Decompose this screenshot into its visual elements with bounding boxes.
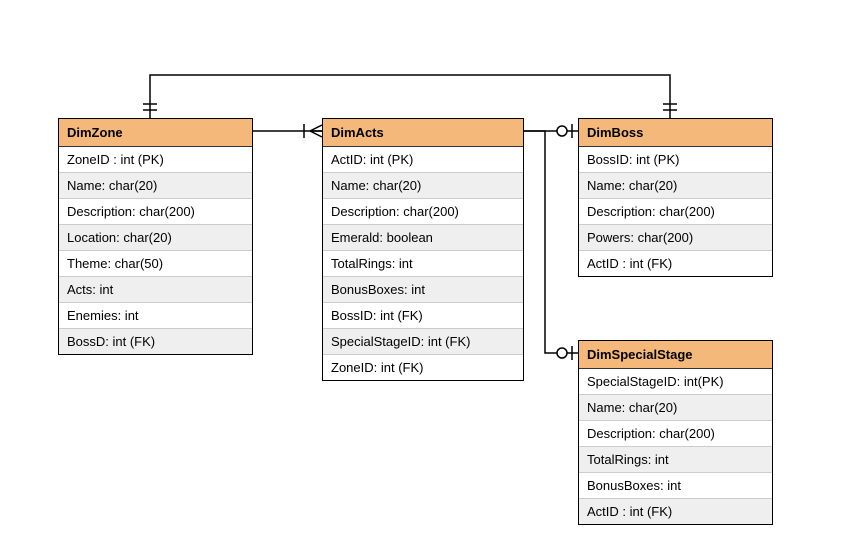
entity-dimzone-attr: Enemies: int [59, 303, 252, 329]
entity-dimacts-attr: ZoneID: int (FK) [323, 355, 523, 380]
entity-dimspecialstage: DimSpecialStageSpecialStageID: int(PK)Na… [578, 340, 773, 525]
entity-dimacts-attr: BossID: int (FK) [323, 303, 523, 329]
entity-dimboss-attr: Description: char(200) [579, 199, 772, 225]
entity-dimzone-attr: Acts: int [59, 277, 252, 303]
entity-dimboss-attr: BossID: int (PK) [579, 147, 772, 173]
entity-dimacts-attr: TotalRings: int [323, 251, 523, 277]
entity-dimspecialstage-header: DimSpecialStage [579, 341, 772, 369]
connector-zone-top-to-boss-top [150, 75, 670, 118]
entity-dimacts-attr: Description: char(200) [323, 199, 523, 225]
entity-dimacts-attr: Emerald: boolean [323, 225, 523, 251]
entity-dimzone-header: DimZone [59, 119, 252, 147]
entity-dimzone-attr: ZoneID : int (PK) [59, 147, 252, 173]
entity-dimboss-attr: Powers: char(200) [579, 225, 772, 251]
entity-dimacts: DimActsActID: int (PK)Name: char(20)Desc… [322, 118, 524, 381]
entity-dimspecialstage-attr: ActID : int (FK) [579, 499, 772, 524]
entity-dimacts-header: DimActs [323, 119, 523, 147]
connector-acts-to-specialstage [524, 131, 578, 353]
entity-dimboss-attr: Name: char(20) [579, 173, 772, 199]
entity-dimzone-attr: Location: char(20) [59, 225, 252, 251]
entity-dimspecialstage-attr: TotalRings: int [579, 447, 772, 473]
entity-dimspecialstage-attr: Name: char(20) [579, 395, 772, 421]
entity-dimzone: DimZoneZoneID : int (PK)Name: char(20)De… [58, 118, 253, 355]
entity-dimzone-attr: Name: char(20) [59, 173, 252, 199]
entity-dimspecialstage-attr: Description: char(200) [579, 421, 772, 447]
entity-dimacts-attr: SpecialStageID: int (FK) [323, 329, 523, 355]
entity-dimspecialstage-attr: BonusBoxes: int [579, 473, 772, 499]
entity-dimacts-attr: ActID: int (PK) [323, 147, 523, 173]
entity-dimacts-attr: Name: char(20) [323, 173, 523, 199]
entity-dimspecialstage-attr: SpecialStageID: int(PK) [579, 369, 772, 395]
entity-dimzone-attr: Description: char(200) [59, 199, 252, 225]
entity-dimboss-header: DimBoss [579, 119, 772, 147]
entity-dimzone-attr: Theme: char(50) [59, 251, 252, 277]
entity-dimacts-attr: BonusBoxes: int [323, 277, 523, 303]
entity-dimboss: DimBossBossID: int (PK)Name: char(20)Des… [578, 118, 773, 277]
entity-dimboss-attr: ActID : int (FK) [579, 251, 772, 276]
entity-dimzone-attr: BossD: int (FK) [59, 329, 252, 354]
